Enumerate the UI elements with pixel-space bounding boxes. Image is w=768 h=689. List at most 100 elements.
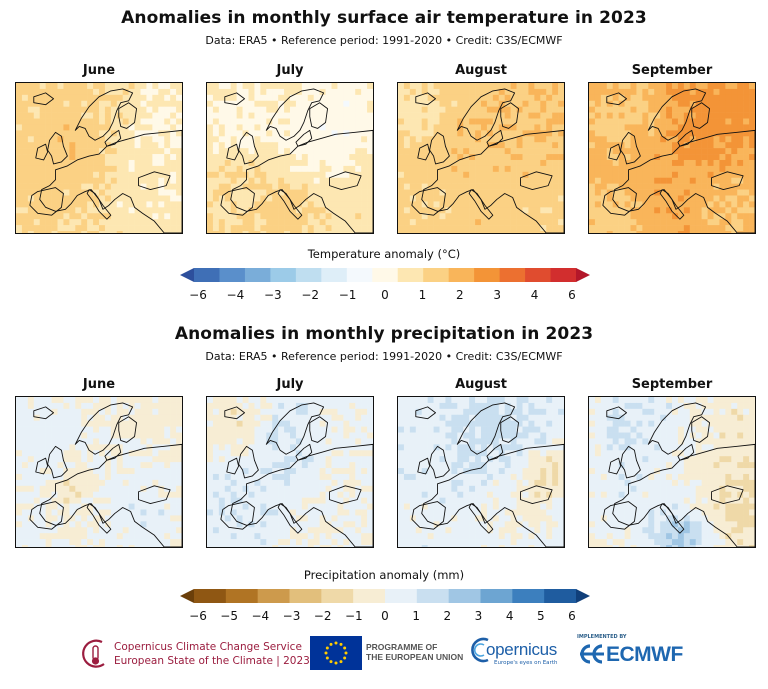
precip-anomaly-cell bbox=[415, 497, 423, 504]
temp-anomaly-cell bbox=[164, 225, 171, 232]
precip-anomaly-cell bbox=[260, 539, 267, 546]
precip-anomaly-cell bbox=[486, 414, 494, 421]
precip-anomaly-cell bbox=[528, 479, 535, 487]
temp-anomaly-cell bbox=[170, 195, 177, 202]
temp-anomaly-cell bbox=[427, 195, 434, 202]
precip-anomaly-cell bbox=[540, 438, 547, 445]
temp-anomaly-cell bbox=[600, 207, 608, 214]
temp-anomaly-cell bbox=[284, 159, 291, 167]
temp-anomaly-cell bbox=[683, 148, 691, 155]
temp-anomaly-cell bbox=[743, 183, 750, 190]
precip-anomaly-cell bbox=[469, 432, 476, 439]
precip-anomaly-cell bbox=[325, 503, 332, 510]
precip-anomaly-cell bbox=[158, 503, 165, 510]
precip-anomaly-cell bbox=[212, 533, 220, 540]
temp-anomaly-cell bbox=[475, 165, 482, 173]
precip-anomaly-cell bbox=[433, 420, 440, 427]
precip-anomaly-cell bbox=[439, 402, 446, 410]
precip-anomaly-cell bbox=[278, 444, 285, 451]
temp-anomaly-cell bbox=[606, 213, 614, 220]
temp-anomaly-cell bbox=[104, 130, 112, 137]
temp-anomaly-cell bbox=[230, 201, 237, 208]
temp-anomaly-cell bbox=[451, 94, 458, 102]
precip-anomaly-cell bbox=[558, 438, 564, 445]
temp-anomaly-cell bbox=[218, 201, 226, 208]
temp-anomaly-cell bbox=[254, 213, 261, 220]
temp-anomaly-cell bbox=[236, 195, 243, 202]
temp-anomaly-cell bbox=[254, 177, 261, 184]
temp-anomaly-cell bbox=[99, 100, 106, 107]
precip-anomaly-cell bbox=[528, 468, 535, 475]
precip-anomaly-cell bbox=[552, 491, 559, 498]
temp-anomaly-cell bbox=[355, 136, 362, 143]
temp-anomaly-cell bbox=[69, 213, 76, 220]
precip-anomaly-cell bbox=[284, 485, 291, 493]
temp-anomaly-cell bbox=[534, 106, 541, 113]
precip-anomaly-cell bbox=[158, 509, 165, 516]
precip-anomaly-cell bbox=[212, 426, 220, 433]
temp-anomaly-cell bbox=[212, 219, 220, 226]
temp-anomaly-cell bbox=[69, 124, 76, 131]
temp-anomaly-cell bbox=[21, 130, 29, 137]
temp-anomaly-cell bbox=[81, 106, 88, 113]
temp-anomaly-cell bbox=[176, 189, 182, 196]
precip-anomaly-cell bbox=[51, 450, 58, 457]
temp-anomaly-cell bbox=[469, 195, 476, 202]
precip-anomaly-cell bbox=[176, 397, 182, 404]
temp-anomaly-cell bbox=[403, 136, 411, 143]
temp-anomaly-cell bbox=[75, 94, 82, 102]
temp-anomaly-cell bbox=[158, 231, 165, 233]
temp-anomaly-cell bbox=[403, 189, 411, 196]
precip-anomaly-cell bbox=[207, 456, 214, 463]
precip-anomaly-cell bbox=[212, 479, 220, 487]
temp-anomaly-cell bbox=[110, 154, 118, 161]
precip-anomaly-cell bbox=[69, 397, 76, 404]
temp-anomaly-cell bbox=[325, 118, 332, 125]
temp-anomaly-cell bbox=[433, 159, 440, 167]
temp-anomaly-cell bbox=[116, 142, 124, 149]
precip-map-august bbox=[397, 396, 565, 548]
precip-anomaly-cell bbox=[403, 491, 411, 498]
temp-anomaly-cell bbox=[451, 201, 458, 208]
temp-anomaly-cell bbox=[319, 112, 326, 119]
temp-anomaly-cell bbox=[93, 142, 100, 149]
temp-anomaly-cell bbox=[504, 94, 511, 102]
temp-anomaly-cell bbox=[522, 231, 529, 233]
temp-anomaly-cell bbox=[116, 231, 124, 233]
temp-anomaly-cell bbox=[307, 159, 315, 167]
temp-anomaly-cell bbox=[642, 195, 649, 202]
precip-anomaly-cell bbox=[313, 479, 320, 487]
precip-anomaly-cell bbox=[230, 402, 237, 410]
precip-anomaly-cell bbox=[254, 479, 261, 487]
temp-anomaly-cell bbox=[93, 177, 100, 184]
precip-anomaly-cell bbox=[176, 527, 182, 534]
precip-anomaly-cell bbox=[87, 462, 94, 469]
precip-anomaly-cell bbox=[331, 420, 338, 427]
precip-anomaly-cell bbox=[170, 402, 177, 410]
temp-anomaly-cell bbox=[164, 213, 171, 220]
temp-anomaly-cell bbox=[642, 177, 649, 184]
temp-anomaly-cell bbox=[648, 159, 655, 167]
precip-anomaly-cell bbox=[301, 414, 309, 421]
precip-anomaly-cell bbox=[230, 444, 237, 451]
temp-anomaly-cell bbox=[16, 83, 23, 90]
temp-anomaly-cell bbox=[212, 207, 220, 214]
precip-anomaly-cell bbox=[403, 420, 411, 427]
temp-anomaly-cell bbox=[589, 100, 596, 107]
precip-anomaly-cell bbox=[110, 509, 118, 516]
temp-anomaly-cell bbox=[331, 207, 338, 214]
temp-anomaly-cell bbox=[343, 100, 350, 107]
temp-anomaly-cell bbox=[600, 106, 608, 113]
temp-anomaly-cell bbox=[594, 195, 602, 202]
temp-anomaly-cell bbox=[642, 213, 649, 220]
coastline bbox=[230, 129, 373, 233]
temp-anomaly-cell bbox=[218, 231, 226, 233]
precip-anomaly-cell bbox=[99, 509, 106, 516]
precip-anomaly-cell bbox=[63, 509, 70, 516]
precip-anomaly-cell bbox=[367, 397, 373, 404]
temp-anomaly-cell bbox=[284, 225, 291, 232]
temp-anomaly-cell bbox=[16, 112, 23, 119]
temp-anomaly-cell bbox=[361, 142, 368, 149]
precip-anomaly-cell bbox=[104, 473, 112, 481]
temp-anomaly-cell bbox=[677, 231, 685, 233]
